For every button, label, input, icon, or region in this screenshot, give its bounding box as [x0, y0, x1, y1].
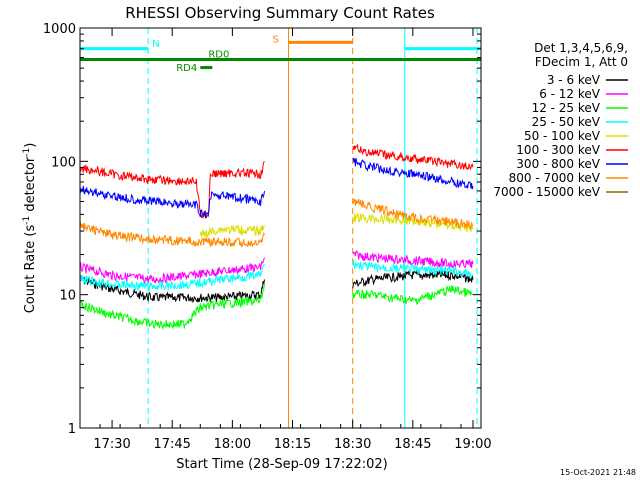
y-label-end: ): [23, 143, 38, 148]
legend-label-7: 800 - 7000 keV: [509, 171, 601, 185]
legend-label-3: 25 - 50 keV: [532, 115, 601, 129]
legend: Det 1,3,4,5,6,9, FDecim 1, Att 0 3 - 6 k…: [493, 41, 628, 199]
event-label-n: N: [152, 39, 159, 50]
plot-area: N S RD0 RD4: [79, 28, 481, 428]
y-tick-label-0: 1: [68, 422, 76, 437]
x-tick-label-2: 18:00: [214, 437, 251, 452]
legend-label-0: 3 - 6 keV: [547, 73, 601, 87]
x-tick-label-3: 18:15: [274, 437, 311, 452]
series-line-7-1: [352, 198, 474, 230]
series-line-0-0: [79, 274, 265, 303]
chart-title: RHESSI Observing Summary Count Rates: [125, 4, 435, 22]
series-line-0-1: [352, 269, 474, 289]
x-tick-label-1: 17:45: [153, 437, 190, 452]
series-line-2-0: [79, 284, 265, 331]
series-line-6-1: [352, 157, 474, 190]
y-label-main: Count Rate (s: [23, 225, 38, 314]
x-tick-label-5: 18:45: [394, 437, 431, 452]
y-tick-label-2: 100: [51, 155, 76, 170]
legend-label-1: 6 - 12 keV: [539, 87, 601, 101]
x-axis: 17:30 17:45 18:00 18:15 18:30 18:45 19:00: [79, 28, 492, 452]
event-label-s: S: [272, 34, 278, 45]
series-line-3-1: [352, 260, 474, 280]
y-axis: 1 10 100 1000: [43, 22, 481, 437]
legend-label-6: 300 - 800 keV: [516, 157, 600, 171]
series-line-1-0: [79, 257, 265, 285]
series-line-5-0: [79, 160, 265, 219]
series-line-3-0: [79, 263, 265, 291]
series-line-2-1: [352, 285, 474, 306]
legend-label-2: 12 - 25 keV: [532, 101, 601, 115]
y-tick-label-1: 10: [59, 289, 76, 304]
x-tick-label-4: 18:30: [334, 437, 371, 452]
legend-label-5: 100 - 300 keV: [516, 143, 600, 157]
series-line-4-0: [199, 224, 265, 240]
series-line-7-0: [79, 221, 265, 248]
legend-label-8: 7000 - 15000 keV: [493, 185, 600, 199]
y-label-mid: detector: [23, 156, 38, 216]
x-axis-label: Start Time (28-Sep-09 17:22:02): [176, 457, 387, 472]
series-line-6-0: [79, 185, 265, 219]
legend-header-1: Det 1,3,4,5,6,9,: [534, 41, 628, 55]
x-tick-label-0: 17:30: [93, 437, 130, 452]
y-label-exp2: -1: [22, 148, 32, 157]
y-axis-label: Count Rate (s-1 detector-1): [22, 143, 38, 314]
legend-header-2: FDecim 1, Att 0: [535, 55, 628, 69]
x-tick-label-6: 19:00: [454, 437, 491, 452]
y-tick-label-3: 1000: [43, 22, 76, 37]
series-line-1-1: [352, 249, 474, 269]
legend-label-4: 50 - 100 keV: [524, 129, 601, 143]
y-label-exp1: -1: [22, 216, 32, 225]
timestamp: 15-Oct-2021 21:48: [560, 468, 636, 477]
series-line-5-1: [352, 143, 474, 171]
event-label-rd0: RD0: [208, 50, 229, 61]
event-label-rd4: RD4: [176, 63, 197, 74]
